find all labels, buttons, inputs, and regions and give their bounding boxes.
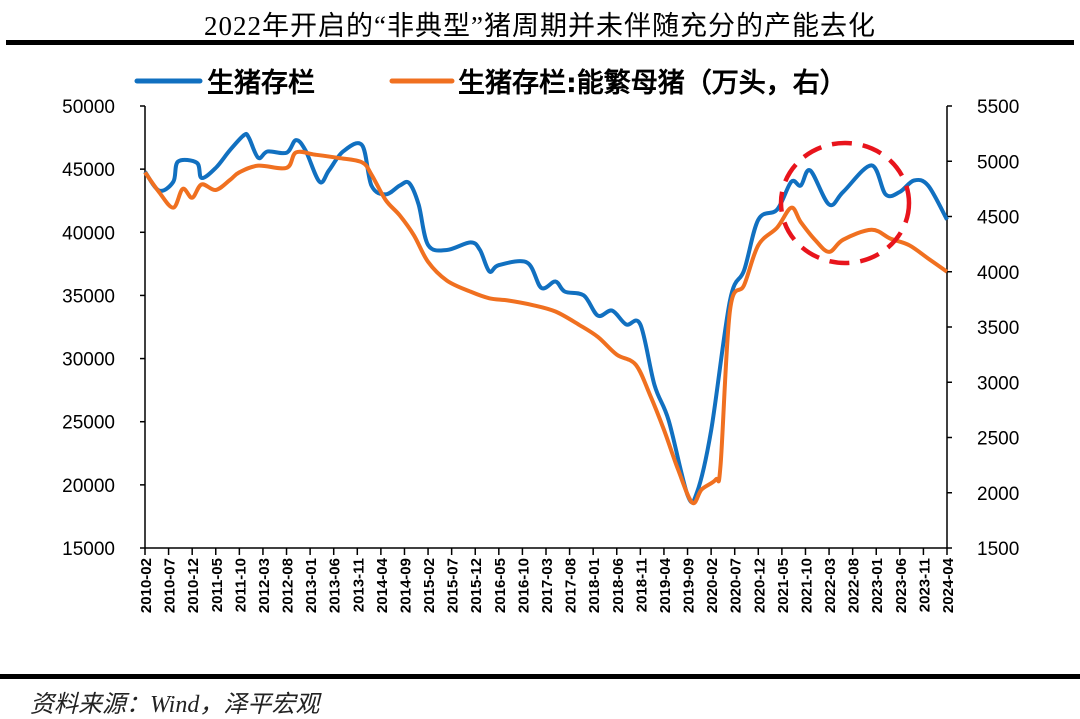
- x-tick-label: 2010-02: [138, 558, 155, 613]
- x-tick-label: 2023-01: [869, 558, 886, 613]
- source-note: 资料来源：Wind，泽平宏观: [30, 692, 320, 718]
- right-tick-label: 4500: [977, 208, 1019, 229]
- x-tick-label: 2022-08: [846, 558, 863, 613]
- x-tick-label: 2021-10: [798, 558, 815, 613]
- x-tick-label: 2020-02: [704, 558, 721, 613]
- x-tick-label: 2021-05: [775, 558, 792, 613]
- right-tick-label: 5500: [977, 97, 1019, 118]
- right-tick-label: 2000: [977, 484, 1019, 505]
- x-tick-label: 2024-04: [940, 557, 957, 613]
- series-line-sow-inventory: [143, 149, 949, 506]
- right-tick-label: 2500: [977, 429, 1019, 450]
- left-tick-label: 20000: [62, 476, 115, 497]
- x-tick-label: 2022-03: [822, 558, 839, 613]
- x-tick-label: 2018-11: [633, 558, 650, 612]
- left-tick-label: 30000: [62, 350, 115, 371]
- left-tick-label: 50000: [62, 97, 115, 118]
- footer-divider: [0, 674, 1080, 679]
- title-divider: [6, 40, 1074, 45]
- series-line-hog-inventory: [143, 131, 949, 505]
- legend-label-sow-inventory: 生猪存栏:能繁母猪（万头，右）: [458, 67, 847, 99]
- right-tick-label: 1500: [977, 539, 1019, 560]
- x-tick-label: 2010-12: [185, 558, 202, 613]
- x-tick-label: 2012-03: [256, 558, 273, 613]
- x-tick-label: 2018-01: [586, 558, 603, 613]
- x-tick-label: 2012-08: [280, 558, 297, 613]
- x-tick-label: 2019-09: [681, 558, 698, 613]
- x-tick-label: 2020-07: [728, 558, 745, 613]
- x-tick-label: 2013-11: [350, 558, 367, 612]
- x-tick-label: 2015-12: [468, 558, 485, 613]
- legend-label-hog-inventory: 生猪存栏: [207, 68, 315, 99]
- x-tick-label: 2020-12: [751, 558, 768, 613]
- right-tick-label: 4000: [977, 263, 1019, 284]
- highlight-ellipse-annotation: [778, 140, 912, 266]
- right-tick-label: 5000: [977, 152, 1019, 173]
- left-tick-label: 40000: [62, 223, 115, 244]
- x-tick-label: 2013-01: [303, 558, 320, 613]
- x-tick-label: 2010-07: [162, 558, 179, 613]
- left-tick-label: 25000: [62, 413, 115, 434]
- x-tick-label: 2016-10: [515, 558, 532, 613]
- x-tick-label: 2015-07: [445, 558, 462, 613]
- left-tick-label: 45000: [62, 160, 115, 181]
- x-tick-label: 2017-08: [563, 558, 580, 613]
- x-tick-label: 2014-04: [374, 557, 391, 613]
- x-tick-label: 2011-10: [232, 558, 249, 612]
- x-tick-label: 2023-06: [893, 558, 910, 613]
- right-tick-label: 3000: [977, 373, 1019, 394]
- x-tick-label: 2023-11: [916, 558, 933, 612]
- x-tick-label: 2014-09: [397, 558, 414, 613]
- x-tick-label: 2013-06: [327, 558, 344, 613]
- x-tick-label: 2019-04: [657, 557, 674, 613]
- left-tick-label: 15000: [62, 539, 115, 560]
- chart-title: 2022年开启的“非典型”猪周期并未伴随充分的产能去化: [204, 11, 876, 41]
- x-tick-label: 2011-05: [209, 558, 226, 612]
- left-tick-label: 35000: [62, 286, 115, 307]
- right-tick-label: 3500: [977, 318, 1019, 339]
- x-tick-label: 2017-03: [539, 558, 556, 613]
- x-tick-label: 2016-05: [492, 558, 509, 613]
- x-tick-label: 2018-06: [610, 558, 627, 613]
- x-tick-label: 2015-02: [421, 558, 438, 613]
